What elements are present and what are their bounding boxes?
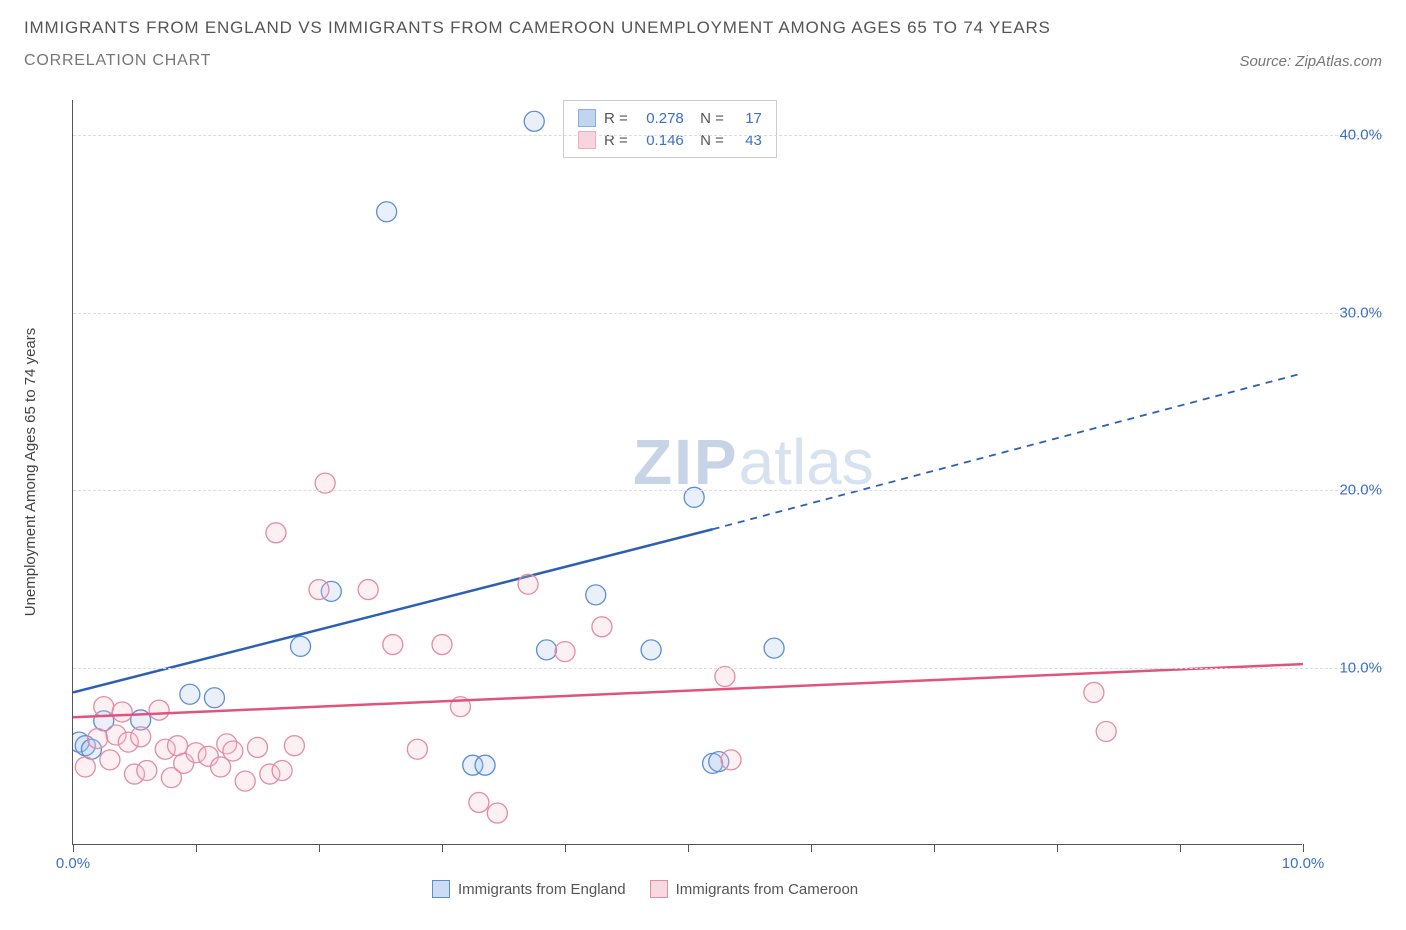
- legend-swatch: [578, 131, 596, 149]
- x-tick: [688, 844, 689, 852]
- data-point: [88, 729, 108, 749]
- legend-swatch: [432, 880, 450, 898]
- data-point: [223, 741, 243, 761]
- legend-swatch: [650, 880, 668, 898]
- chart-header: IMMIGRANTS FROM ENGLAND VS IMMIGRANTS FR…: [0, 0, 1406, 70]
- subtitle-row: CORRELATION CHART Source: ZipAtlas.com: [24, 52, 1382, 70]
- x-tick: [1057, 844, 1058, 852]
- trend-extrapolation: [713, 373, 1303, 529]
- x-tick: [196, 844, 197, 852]
- legend-item: Immigrants from England: [432, 880, 626, 898]
- legend-stats-box: R = 0.278 N = 17 R = 0.146 N = 43: [563, 100, 777, 158]
- x-tick: [811, 844, 812, 852]
- gridline: [73, 490, 1383, 491]
- legend-bottom: Immigrants from England Immigrants from C…: [432, 880, 858, 898]
- n-value: 43: [732, 132, 762, 149]
- legend-stat-row: R = 0.278 N = 17: [578, 107, 762, 129]
- data-point: [75, 757, 95, 777]
- data-point: [291, 636, 311, 656]
- data-point: [100, 750, 120, 770]
- x-tick-label: 0.0%: [56, 855, 90, 872]
- data-point: [432, 635, 452, 655]
- data-point: [641, 640, 661, 660]
- scatter-svg: [73, 100, 1303, 845]
- data-point: [112, 702, 132, 722]
- data-point: [537, 640, 557, 660]
- data-point: [204, 688, 224, 708]
- r-label: R =: [604, 110, 628, 127]
- gridline: [73, 668, 1383, 669]
- gridline: [73, 313, 1383, 314]
- r-value: 0.278: [636, 110, 684, 127]
- legend-swatch: [578, 109, 596, 127]
- data-point: [487, 803, 507, 823]
- data-point: [475, 755, 495, 775]
- data-point: [137, 761, 157, 781]
- legend-label: Immigrants from Cameroon: [676, 881, 859, 898]
- data-point: [383, 635, 403, 655]
- data-point: [764, 638, 784, 658]
- data-point: [94, 697, 114, 717]
- y-tick-label: 10.0%: [1312, 659, 1382, 676]
- data-point: [284, 736, 304, 756]
- data-point: [309, 580, 329, 600]
- x-tick: [442, 844, 443, 852]
- data-point: [180, 684, 200, 704]
- x-tick: [319, 844, 320, 852]
- plot-region: ZIPatlas R =0.278 N =17R =0.146 N =43 10…: [72, 100, 1302, 845]
- data-point: [149, 700, 169, 720]
- chart-area: Unemployment Among Ages 65 to 74 years Z…: [72, 100, 1382, 860]
- data-point: [555, 642, 575, 662]
- data-point: [469, 792, 489, 812]
- data-point: [586, 585, 606, 605]
- source-label: Source: ZipAtlas.com: [1239, 53, 1382, 70]
- n-label: N =: [692, 132, 724, 149]
- n-label: N =: [692, 110, 724, 127]
- data-point: [266, 523, 286, 543]
- legend-item: Immigrants from Cameroon: [650, 880, 859, 898]
- n-value: 17: [732, 110, 762, 127]
- y-tick-label: 40.0%: [1312, 127, 1382, 144]
- r-label: R =: [604, 132, 628, 149]
- data-point: [248, 737, 268, 757]
- data-point: [1084, 682, 1104, 702]
- y-axis-label: Unemployment Among Ages 65 to 74 years: [22, 328, 39, 617]
- x-tick: [73, 844, 74, 852]
- chart-subtitle: CORRELATION CHART: [24, 52, 211, 70]
- legend-stat-row: R = 0.146 N = 43: [578, 129, 762, 151]
- gridline: [73, 135, 1383, 136]
- x-tick: [1180, 844, 1181, 852]
- x-tick-label: 10.0%: [1282, 855, 1325, 872]
- x-tick: [1303, 844, 1304, 852]
- data-point: [518, 574, 538, 594]
- trend-line: [73, 664, 1303, 717]
- data-point: [235, 771, 255, 791]
- data-point: [524, 111, 544, 131]
- data-point: [358, 580, 378, 600]
- x-tick: [565, 844, 566, 852]
- chart-title: IMMIGRANTS FROM ENGLAND VS IMMIGRANTS FR…: [24, 18, 1382, 38]
- data-point: [715, 666, 735, 686]
- r-value: 0.146: [636, 132, 684, 149]
- data-point: [721, 750, 741, 770]
- y-tick-label: 30.0%: [1312, 304, 1382, 321]
- data-point: [131, 727, 151, 747]
- y-tick-label: 20.0%: [1312, 482, 1382, 499]
- legend-label: Immigrants from England: [458, 881, 626, 898]
- data-point: [407, 739, 427, 759]
- data-point: [272, 761, 292, 781]
- data-point: [1096, 721, 1116, 741]
- data-point: [377, 202, 397, 222]
- data-point: [168, 736, 188, 756]
- x-tick: [934, 844, 935, 852]
- data-point: [592, 617, 612, 637]
